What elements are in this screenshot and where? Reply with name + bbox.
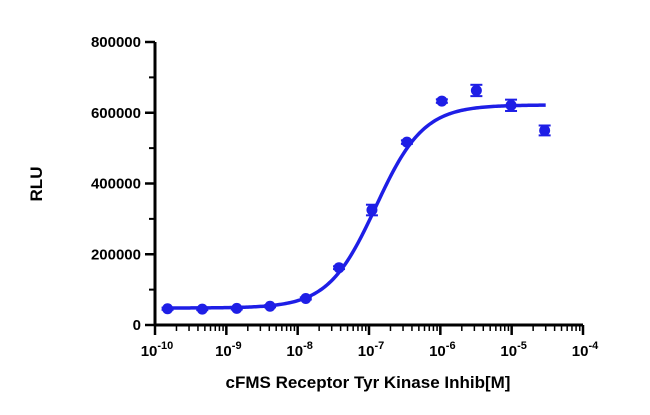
x-tick-label: 10-8 xyxy=(286,340,312,360)
data-point xyxy=(196,303,209,315)
fit-curve xyxy=(167,103,546,310)
data-marker xyxy=(196,303,208,315)
y-axis-label: RLU xyxy=(27,167,46,202)
data-point xyxy=(365,203,378,217)
x-axis-label: cFMS Receptor Tyr Kinase Inhib[M] xyxy=(226,373,511,392)
data-point xyxy=(264,300,277,312)
data-marker xyxy=(231,302,243,314)
y-tick-label: 0 xyxy=(133,317,141,334)
data-point xyxy=(299,292,312,304)
y-tick-label: 200000 xyxy=(91,246,141,263)
data-point xyxy=(333,262,346,274)
x-tick-label: 10-10 xyxy=(141,340,174,360)
data-marker xyxy=(333,262,345,274)
data-marker xyxy=(436,95,448,107)
x-tick-label: 10-7 xyxy=(358,340,384,360)
data-marker xyxy=(264,300,276,312)
data-point xyxy=(230,302,243,314)
x-tick-label: 10-9 xyxy=(215,340,241,360)
data-point xyxy=(435,95,448,107)
data-marker xyxy=(539,124,551,136)
data-marker xyxy=(401,136,413,148)
data-marker xyxy=(366,204,378,216)
x-tick-label: 10-6 xyxy=(429,340,455,360)
y-tick-label: 400000 xyxy=(91,176,141,193)
x-tick-label: 10-5 xyxy=(500,340,526,360)
data-point xyxy=(538,124,551,137)
data-point xyxy=(400,136,413,148)
y-tick-label: 800000 xyxy=(91,34,141,51)
data-marker xyxy=(300,292,312,304)
data-point xyxy=(161,303,174,315)
data-marker xyxy=(162,303,174,315)
data-marker xyxy=(505,99,517,111)
x-tick-label: 10-4 xyxy=(572,340,599,360)
data-marker xyxy=(470,84,482,96)
axes-layer: 0 200000 400000 600000 800000 10-10 10-9 10-8 10… xyxy=(91,34,599,360)
data-point xyxy=(505,98,518,112)
data-point xyxy=(470,83,483,98)
fit-layer xyxy=(167,103,546,310)
y-tick-label: 600000 xyxy=(91,105,141,122)
points-layer xyxy=(161,83,551,315)
